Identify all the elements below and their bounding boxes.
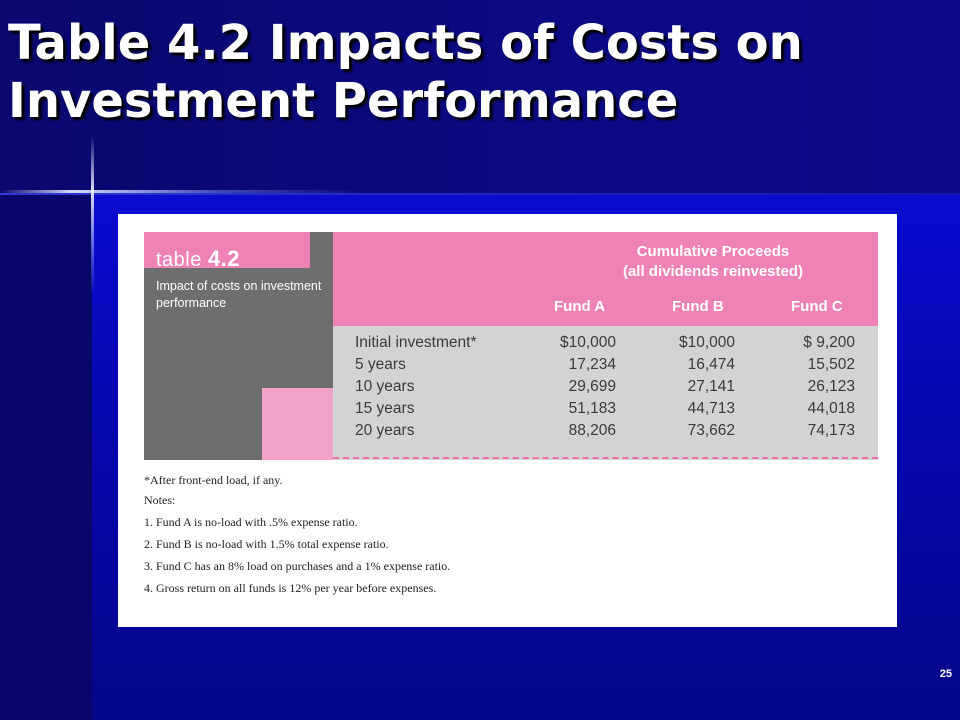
row-label: 10 years — [355, 378, 415, 395]
row-label: 20 years — [355, 422, 415, 439]
cell-fund-c: 15,502 — [807, 356, 855, 373]
cell-fund-c: 44,018 — [807, 400, 855, 417]
slide-title: Table 4.2 Impacts of Costs on Investment… — [8, 15, 803, 129]
row-label: Initial investment* — [355, 334, 477, 351]
dashed-divider — [333, 457, 878, 459]
slide-number: 25 — [939, 668, 952, 680]
note-item: 1. Fund A is no-load with .5% expense ra… — [144, 515, 358, 529]
notes-heading: Notes: — [144, 493, 176, 507]
column-header-fund-b: Fund B — [672, 298, 724, 315]
cell-fund-c: 74,173 — [807, 422, 855, 439]
footnote: *After front-end load, if any. — [144, 473, 283, 487]
divider-line — [0, 193, 960, 195]
table-row: 5 years 17,234 16,474 15,502 — [333, 356, 878, 378]
note-item: 3. Fund C has an 8% load on purchases an… — [144, 559, 451, 573]
cell-fund-b: $10,000 — [678, 334, 735, 351]
header-title: Cumulative Proceeds (all dividends reinv… — [583, 242, 843, 282]
table-row: 15 years 51,183 44,713 44,018 — [333, 400, 878, 422]
table-label-number: 4.2 — [207, 246, 241, 271]
cell-fund-a: $10,000 — [559, 334, 616, 351]
slide-left-band — [0, 195, 92, 720]
cell-fund-a: 51,183 — [568, 400, 616, 417]
note-item: 4. Gross return on all funds is 12% per … — [144, 581, 437, 595]
column-header-fund-c: Fund C — [791, 298, 843, 315]
table-label: table 4.2 — [156, 246, 240, 272]
cell-fund-a: 88,206 — [568, 422, 616, 439]
column-header-fund-a: Fund A — [554, 298, 606, 315]
header-title-line2: (all dividends reinvested) — [622, 263, 804, 280]
table-row: 10 years 29,699 27,141 26,123 — [333, 378, 878, 400]
light-streak-vertical — [91, 135, 94, 295]
cell-fund-b: 73,662 — [687, 422, 735, 439]
table-header: Cumulative Proceeds (all dividends reinv… — [333, 232, 878, 326]
cell-fund-b: 44,713 — [687, 400, 735, 417]
table-row: 20 years 88,206 73,662 74,173 — [333, 422, 878, 444]
table-label-box: table 4.2 — [144, 232, 310, 271]
row-label: 15 years — [355, 400, 415, 417]
slide-header-background — [0, 0, 960, 195]
row-label: 5 years — [355, 356, 406, 373]
light-streak-horizontal — [0, 190, 360, 193]
table-body: Initial investment* $10,000 $10,000 $ 9,… — [333, 326, 878, 460]
decorative-pink-square — [262, 388, 333, 460]
note-item: 2. Fund B is no-load with 1.5% total exp… — [144, 537, 389, 551]
cell-fund-b: 16,474 — [687, 356, 735, 373]
table-figure: table 4.2 Impact of costs on investment … — [118, 214, 897, 627]
cell-fund-a: 17,234 — [568, 356, 616, 373]
table-caption: Impact of costs on investment performanc… — [156, 279, 322, 310]
table-row: Initial investment* $10,000 $10,000 $ 9,… — [333, 334, 878, 356]
cell-fund-c: 26,123 — [807, 378, 855, 395]
table-label-word: table — [156, 249, 202, 271]
cell-fund-a: 29,699 — [568, 378, 616, 395]
header-title-line1: Cumulative Proceeds — [636, 243, 790, 260]
cell-fund-c: $ 9,200 — [803, 334, 855, 351]
cell-fund-b: 27,141 — [687, 378, 735, 395]
